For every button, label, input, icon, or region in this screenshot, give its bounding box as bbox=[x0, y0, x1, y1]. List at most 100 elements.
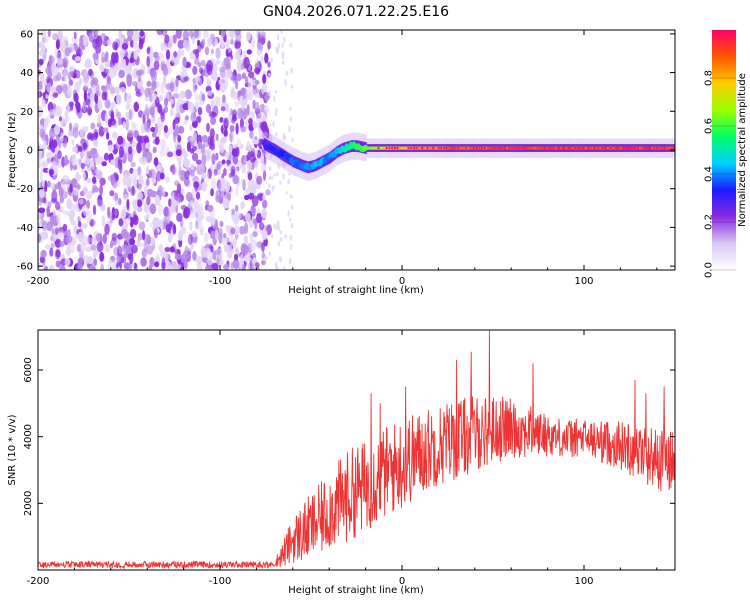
spectrogram-cell bbox=[86, 177, 92, 184]
spectrogram-cell bbox=[125, 92, 132, 105]
spectrogram-cell bbox=[128, 146, 133, 155]
spectrogram-cell bbox=[245, 31, 251, 41]
spectrogram-cell bbox=[166, 261, 173, 270]
spectrogram-cell bbox=[248, 111, 255, 120]
spectrogram-cell bbox=[65, 235, 73, 244]
spectrogram-cell bbox=[207, 257, 213, 266]
spectrogram-cell bbox=[42, 197, 47, 204]
spectrogram-cell bbox=[101, 91, 107, 101]
spectrogram-cell bbox=[190, 112, 197, 123]
spectrogram-cell bbox=[282, 161, 286, 168]
spectrogram-cell bbox=[156, 164, 162, 173]
spectrogram-cell bbox=[421, 147, 424, 150]
spectrogram-cell bbox=[182, 102, 190, 111]
spectrogram-cell bbox=[121, 228, 128, 239]
spectrogram-cell bbox=[51, 139, 58, 149]
spectrogram-cell bbox=[275, 108, 278, 113]
spectrogram-cell bbox=[219, 66, 226, 73]
spectrogram-cell bbox=[74, 56, 82, 62]
spectrogram-cell bbox=[552, 147, 555, 150]
spectrogram-cell bbox=[645, 147, 647, 150]
spectrogram-cell bbox=[251, 37, 256, 49]
spectrogram-cell bbox=[175, 77, 179, 88]
spectrogram-cell bbox=[151, 176, 156, 184]
spectrogram-cell bbox=[653, 147, 656, 150]
spectrogram-cell bbox=[62, 223, 68, 231]
spectrogram-cell bbox=[95, 151, 99, 159]
spectrogram-cell bbox=[274, 262, 278, 268]
spectrogram-cell bbox=[104, 223, 110, 236]
spectrogram-cell bbox=[75, 99, 80, 110]
spectrogram-cell bbox=[576, 147, 579, 150]
spectrogram-cell bbox=[78, 198, 84, 205]
spectrogram-cell bbox=[143, 121, 150, 132]
spectrogram-cell bbox=[232, 238, 238, 249]
spectrogram-cell bbox=[137, 199, 142, 208]
spectrogram-cell bbox=[106, 39, 112, 46]
spectrogram-cell bbox=[275, 46, 278, 54]
spectrogram-cell bbox=[175, 30, 182, 39]
spectrogram-cell bbox=[257, 32, 261, 43]
spectrogram-cell bbox=[75, 70, 81, 79]
x-tick-label: -200 bbox=[27, 276, 50, 287]
spectrogram-cell bbox=[114, 173, 120, 182]
spectrogram-cell bbox=[154, 261, 160, 268]
spectrogram-cell bbox=[70, 220, 77, 226]
spectrogram-cell bbox=[83, 78, 90, 88]
spectrogram-cell bbox=[256, 212, 263, 224]
spectrogram-cell bbox=[99, 184, 103, 196]
spectrogram-cell bbox=[204, 265, 211, 270]
spectrogram-cell bbox=[172, 93, 180, 99]
spectrogram-cell bbox=[234, 101, 239, 107]
spectrogram-cell bbox=[241, 108, 249, 119]
spectrogram-cell bbox=[137, 110, 144, 118]
spectrogram-cell bbox=[183, 151, 189, 158]
spectrogram-cell bbox=[252, 86, 258, 96]
spectrogram-cell bbox=[81, 223, 88, 229]
spectrogram-cell bbox=[391, 147, 394, 150]
spectrogram-cell bbox=[47, 114, 51, 124]
spectrogram-cell bbox=[289, 217, 292, 222]
spectrogram-cell bbox=[217, 169, 221, 176]
spectrogram-cell bbox=[143, 215, 149, 221]
spectrogram-cell bbox=[38, 207, 46, 214]
spectrogram-cell bbox=[289, 106, 292, 111]
spectrogram-cell bbox=[628, 147, 631, 150]
spectrogram-cell bbox=[176, 212, 183, 222]
spectrogram-cell bbox=[284, 234, 288, 239]
spectrogram-cell bbox=[407, 147, 410, 150]
spectrogram-cell bbox=[38, 233, 42, 243]
spectrogram-cell bbox=[218, 138, 225, 148]
spectrogram-cell bbox=[83, 156, 90, 165]
spectrogram-cell bbox=[112, 65, 117, 74]
spectrogram-cell bbox=[241, 72, 246, 80]
spectrogram-cell bbox=[223, 233, 227, 239]
spectrogram-cell bbox=[287, 178, 291, 185]
spectrogram-cell bbox=[268, 90, 271, 97]
spectrogram-cell bbox=[614, 147, 617, 150]
spectrogram-cell bbox=[79, 77, 83, 84]
spectrogram-cell bbox=[265, 189, 271, 196]
spectrogram-cell bbox=[165, 222, 170, 233]
spectrogram-cell bbox=[55, 249, 61, 258]
spectrogram-cell bbox=[88, 68, 93, 77]
spectrogram-cell bbox=[243, 235, 248, 242]
spectrogram-cell bbox=[39, 187, 45, 199]
spectrogram-cell bbox=[247, 180, 254, 192]
spectrogram-cell bbox=[56, 212, 61, 224]
spectrogram-cell bbox=[72, 177, 77, 188]
spectrogram-cell bbox=[71, 139, 75, 145]
spectrogram-cell bbox=[233, 253, 239, 261]
spectrogram-cell bbox=[174, 117, 180, 125]
spectrogram-cell bbox=[483, 147, 486, 150]
spectrogram-cell bbox=[146, 234, 151, 245]
spectrogram-cell bbox=[96, 241, 104, 253]
x-tick-label: -100 bbox=[209, 576, 232, 587]
spectrogram-cell bbox=[175, 149, 182, 157]
spectrogram-cell bbox=[243, 56, 250, 69]
spectrogram-cell bbox=[95, 44, 102, 55]
spectrogram-cell bbox=[246, 49, 252, 55]
spectrogram-cell bbox=[262, 194, 266, 201]
spectrogram-cell bbox=[40, 30, 47, 39]
spectrogram-cell bbox=[242, 244, 249, 255]
